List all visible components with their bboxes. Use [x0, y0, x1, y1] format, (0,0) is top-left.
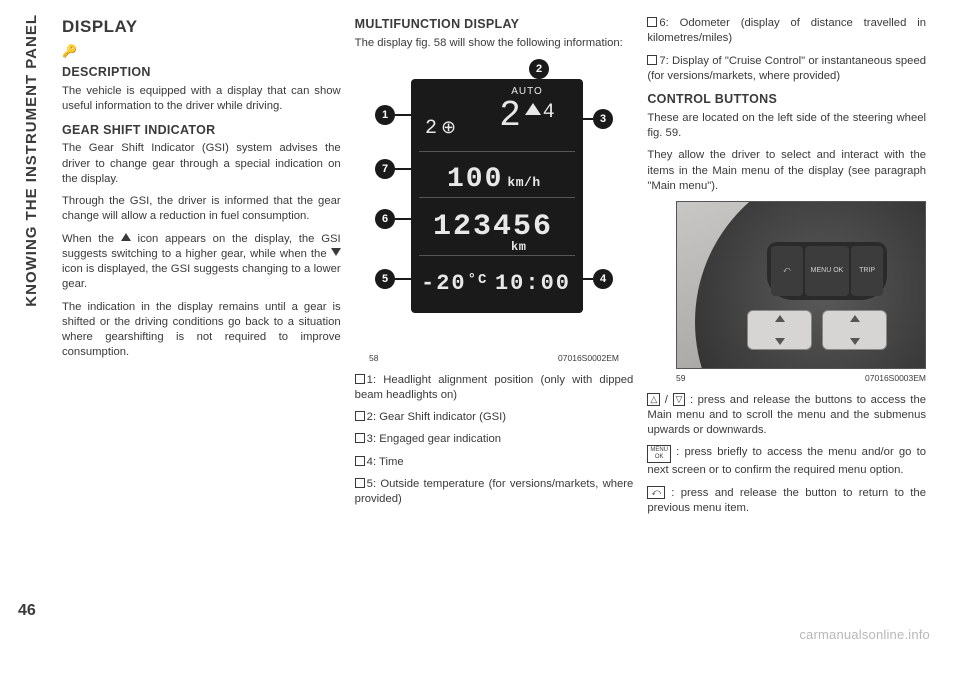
callout-3: 3	[593, 109, 613, 129]
headlamp-icon: ⊕	[441, 117, 456, 137]
display-heading: DISPLAY	[62, 16, 341, 39]
callout-6: 6	[375, 209, 395, 229]
legend-3-text: 3: Engaged gear indication	[367, 433, 501, 445]
column-1: DISPLAY 🔑 DESCRIPTION The vehicle is equ…	[62, 16, 341, 616]
speed-readout: 100 km/h	[447, 161, 541, 199]
temperature-readout: -20°C	[421, 269, 488, 299]
description-text: The vehicle is equipped with a display t…	[62, 84, 341, 115]
legend-1: 1: Headlight alignment position (only wi…	[355, 373, 634, 404]
wheel-rocker-right	[822, 310, 887, 350]
auto-label: AUTO	[483, 85, 571, 99]
control-desc-2-text: : press briefly to access the menu and/o…	[647, 446, 926, 476]
callout-1: 1	[375, 105, 395, 125]
gear-indicator: AUTO 24	[483, 85, 571, 145]
control-desc-2: MENUOK : press briefly to access the men…	[647, 445, 926, 478]
callout-2: 2	[529, 59, 549, 79]
clock-value: 10:00	[495, 269, 571, 299]
menu-ok-button-icon: MENUOK	[647, 445, 671, 463]
speed-unit: km/h	[507, 175, 540, 190]
page-area: KNOWING THE INSTRUMENT PANEL 46 DISPLAY …	[0, 0, 940, 650]
control-buttons-text-2: They allow the driver to select and inte…	[647, 148, 926, 194]
control-buttons-heading: CONTROL BUTTONS	[647, 91, 926, 108]
legend-6-text: 6: Odometer (display of distance travell…	[647, 17, 926, 44]
callout-4: 4	[593, 269, 613, 289]
legend-7: 7: Display of "Cruise Control" or instan…	[647, 54, 926, 85]
legend-5-text: 5: Outside temperature (for versions/mar…	[355, 478, 634, 505]
legend-1-text: 1: Headlight alignment position (only wi…	[355, 374, 634, 401]
speed-value: 100	[447, 164, 503, 195]
shift-up-icon	[121, 233, 131, 241]
legend-5: 5: Outside temperature (for versions/mar…	[355, 477, 634, 508]
gsi-text-2: Through the GSI, the driver is informed …	[62, 194, 341, 225]
multifunction-intro: The display fig. 58 will show the follow…	[355, 36, 634, 51]
back-button-icon: ⤺	[647, 486, 665, 499]
column-3: 6: Odometer (display of distance travell…	[647, 16, 926, 616]
wheel-trip-button: TRIP	[851, 246, 883, 296]
watermark: carmanualsonline.info	[799, 627, 930, 642]
figure-58-code: 07016S0002EM	[558, 353, 619, 364]
figure-58: 2⊕ AUTO 24 100km/h 123456 km -20°	[369, 59, 619, 349]
gsi-text-4: The indication in the display remains un…	[62, 300, 341, 361]
control-desc-1: △ / ▽ : press and release the buttons to…	[647, 393, 926, 439]
wheel-menu-ok-button: MENU OK	[805, 246, 849, 296]
control-buttons-text-1: These are located on the left side of th…	[647, 111, 926, 142]
page-number: 46	[18, 602, 36, 620]
wheel-rocker-buttons	[747, 310, 887, 350]
figure-59-caption: 59 07016S0003EM	[676, 373, 926, 384]
figure-58-caption: 58 07016S0002EM	[369, 353, 619, 364]
callout-5: 5	[375, 269, 395, 289]
control-desc-1-text: : press and release the buttons to acces…	[647, 394, 926, 437]
figure-58-number: 58	[369, 353, 378, 364]
content-columns: DISPLAY 🔑 DESCRIPTION The vehicle is equ…	[62, 16, 926, 616]
legend-6: 6: Odometer (display of distance travell…	[647, 16, 926, 47]
key-icon: 🔑	[62, 43, 76, 57]
shift-down-icon	[331, 248, 341, 256]
gsi-text-3a: When the	[62, 233, 121, 245]
control-desc-3-text: : press and release the button to return…	[647, 487, 926, 514]
spine-label: KNOWING THE INSTRUMENT PANEL	[23, 14, 40, 307]
figure-59-code: 07016S0003EM	[865, 373, 926, 384]
wheel-button-cluster: ⤺ MENU OK TRIP	[767, 242, 887, 300]
figure-59-number: 59	[676, 373, 685, 384]
wheel-rocker-left	[747, 310, 812, 350]
legend-7-text: 7: Display of "Cruise Control" or instan…	[647, 55, 926, 82]
display-screen: 2⊕ AUTO 24 100km/h 123456 km -20°	[411, 79, 583, 313]
down-button-icon: ▽	[673, 393, 686, 406]
legend-4: 4: Time	[355, 455, 634, 470]
column-2: MULTIFUNCTION DISPLAY The display fig. 5…	[355, 16, 634, 616]
temperature-unit: °C	[468, 272, 489, 288]
odometer-value: 123456	[433, 207, 553, 248]
legend-4-text: 4: Time	[367, 456, 404, 468]
headlamp-level: 2	[425, 117, 437, 140]
gsi-arrow-icon	[525, 103, 541, 115]
gsi-current-gear: 2	[499, 101, 521, 131]
gsi-text-3c: icon is displayed, the GSI suggests chan…	[62, 263, 341, 290]
multifunction-heading: MULTIFUNCTION DISPLAY	[355, 16, 634, 33]
legend-3: 3: Engaged gear indication	[355, 432, 634, 447]
up-button-icon: △	[647, 393, 660, 406]
description-heading: DESCRIPTION	[62, 64, 341, 81]
gsi-text-1: The Gear Shift Indicator (GSI) system ad…	[62, 141, 341, 187]
odometer-unit: km	[511, 239, 526, 255]
gsi-text-3: When the icon appears on the display, th…	[62, 232, 341, 293]
callout-7: 7	[375, 159, 395, 179]
figure-59: ⤺ MENU OK TRIP	[676, 201, 926, 369]
wheel-back-button: ⤺	[771, 246, 803, 296]
temperature-value: -20	[421, 271, 467, 296]
legend-2-text: 2: Gear Shift indicator (GSI)	[367, 411, 506, 423]
legend-2: 2: Gear Shift indicator (GSI)	[355, 410, 634, 425]
control-desc-3: ⤺ : press and release the button to retu…	[647, 486, 926, 517]
section-spine: KNOWING THE INSTRUMENT PANEL	[18, 14, 44, 594]
gsi-target-gear: 4	[543, 101, 555, 124]
headlamp-indicator: 2⊕	[425, 115, 456, 142]
gsi-heading: GEAR SHIFT INDICATOR	[62, 122, 341, 139]
